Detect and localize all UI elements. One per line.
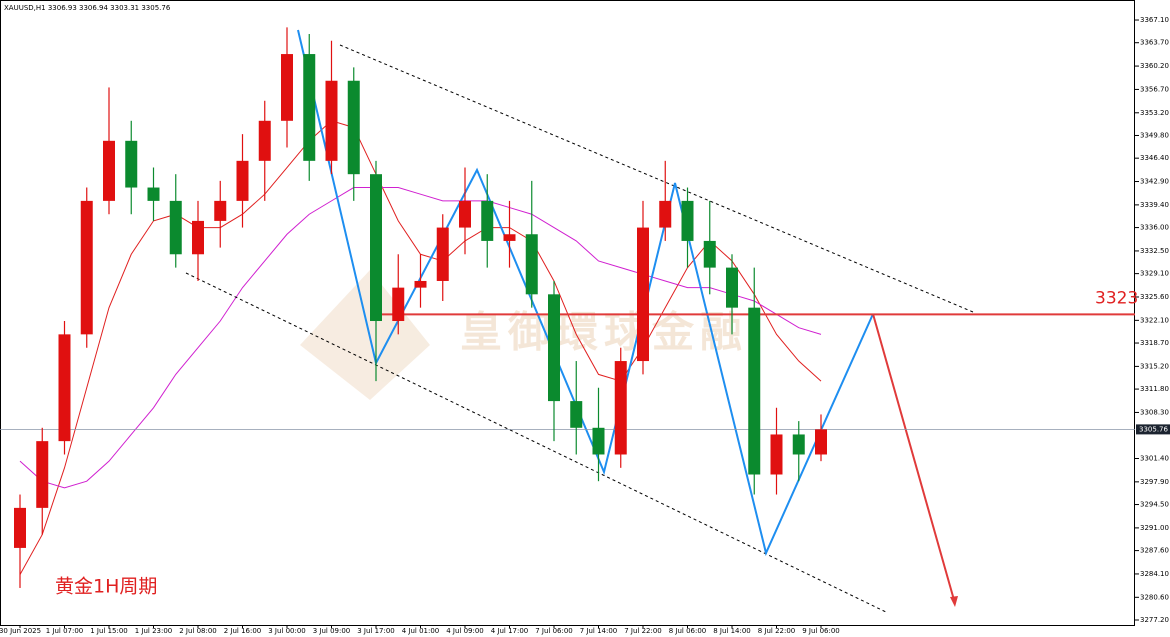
y-tick-label: 3322.10 [1140, 316, 1169, 324]
annotation: 黄金1H周期 [55, 576, 157, 598]
y-tick-label: 3318.70 [1140, 339, 1169, 347]
candle-body [192, 220, 204, 255]
current-price-box [1136, 424, 1170, 435]
candle-body [481, 200, 494, 241]
candle-body [792, 434, 805, 455]
x-tick-label: 8 Jul 22:00 [758, 627, 796, 635]
candle-body [370, 174, 382, 322]
x-tick-label: 2 Jul 08:00 [179, 627, 217, 635]
candle-body [258, 120, 271, 161]
candle-body [614, 361, 627, 455]
x-tick-label: 1 Jul 15:00 [90, 627, 128, 635]
arrow-head [950, 596, 958, 607]
x-tick-label: 4 Jul 17:00 [491, 627, 529, 635]
level-label: 3323 [1095, 288, 1138, 308]
y-tick-label: 3297.90 [1140, 478, 1169, 486]
candle-body [103, 140, 115, 201]
candle-body [14, 507, 26, 548]
x-tick-label: 4 Jul 01:00 [402, 627, 440, 635]
y-tick-label: 3301.40 [1140, 454, 1169, 462]
watermark: 皇御環球金融 [300, 270, 748, 400]
candle-body [726, 267, 738, 308]
y-tick-label: 3367.10 [1140, 16, 1169, 24]
candle-body [659, 200, 672, 228]
y-tick-label: 3277.20 [1140, 616, 1169, 624]
chart-title: XAUUSD,H1 3306.93 3306.94 3303.31 3305.7… [4, 4, 171, 12]
x-tick-label: 7 Jul 22:00 [624, 627, 662, 635]
y-tick-label: 3346.40 [1140, 154, 1169, 162]
y-tick-label: 3329.10 [1140, 270, 1169, 278]
y-tick-label: 3287.60 [1140, 547, 1169, 555]
candle-body [815, 429, 827, 455]
candle-body [58, 334, 71, 442]
candle-body [548, 294, 560, 402]
x-tick-label: 3 Jul 09:00 [313, 627, 351, 635]
y-tick-label: 3308.30 [1140, 408, 1169, 416]
x-tick-label: 7 Jul 06:00 [535, 627, 573, 635]
moving-average [19, 187, 822, 489]
x-tick-label: 2 Jul 16:00 [224, 627, 262, 635]
candle-body [414, 280, 427, 288]
candle-body [525, 234, 538, 295]
x-tick-label: 30 Jun 2025 [0, 627, 41, 635]
x-tick-label: 1 Jul 07:00 [46, 627, 84, 635]
candle-body [36, 441, 49, 508]
y-tick-label: 3356.70 [1140, 85, 1169, 93]
candle-body [436, 227, 449, 281]
candle-body [325, 80, 338, 161]
x-tick-label: 3 Jul 00:00 [268, 627, 306, 635]
candle-body [214, 200, 227, 221]
y-tick-label: 3311.80 [1140, 385, 1169, 393]
candle-body [80, 200, 93, 335]
y-tick-label: 3336.00 [1140, 224, 1169, 232]
candle-body [703, 240, 716, 268]
channel-lower [185, 272, 889, 614]
candle-body [770, 434, 783, 475]
candle-body [303, 54, 316, 161]
y-tick-label: 3363.70 [1140, 39, 1169, 47]
candle-body [637, 227, 649, 362]
x-tick-label: 1 Jul 23:00 [135, 627, 173, 635]
watermark-text: 皇御環球金融 [460, 308, 748, 357]
candle-body [681, 200, 694, 241]
candle-body [503, 234, 516, 241]
candle-body [169, 200, 182, 255]
y-tick-label: 3280.60 [1140, 593, 1169, 601]
y-tick-label: 3360.20 [1140, 62, 1169, 70]
series-group [19, 187, 822, 489]
candle-body [281, 54, 293, 121]
y-tick-label: 3315.20 [1140, 362, 1169, 370]
candle-body [347, 80, 360, 175]
x-tick-label: 8 Jul 14:00 [713, 627, 751, 635]
candle-body [147, 187, 160, 201]
x-tick-label: 8 Jul 06:00 [669, 627, 707, 635]
y-tick-label: 3325.60 [1140, 293, 1169, 301]
candle-body [592, 427, 605, 455]
candle-body [236, 160, 249, 201]
watermark-logo [300, 270, 430, 400]
forecast-arrow [872, 313, 955, 601]
x-tick-label: 7 Jul 14:00 [580, 627, 618, 635]
y-tick-label: 3349.80 [1140, 131, 1169, 139]
plot-frame [0, 0, 1135, 626]
candle-body [125, 140, 138, 188]
y-tick-label: 3353.20 [1140, 109, 1169, 117]
x-tick-label: 3 Jul 17:00 [357, 627, 395, 635]
x-tick-label: 4 Jul 09:00 [446, 627, 484, 635]
candle-body [570, 401, 583, 428]
y-tick-label: 3294.50 [1140, 501, 1169, 509]
y-tick-label: 3339.40 [1140, 201, 1169, 209]
y-tick-label: 3284.10 [1140, 570, 1169, 578]
y-tick-label: 3291.00 [1140, 524, 1169, 532]
current-price-label: 3305.76 [1139, 425, 1168, 433]
candle-body [392, 287, 405, 322]
y-tick-label: 3332.50 [1140, 247, 1169, 255]
y-tick-label: 3342.90 [1140, 178, 1169, 186]
candle-body [459, 200, 471, 228]
x-tick-label: 9 Jul 06:00 [802, 627, 840, 635]
candle-body [748, 307, 761, 475]
channel-upper [339, 44, 974, 313]
